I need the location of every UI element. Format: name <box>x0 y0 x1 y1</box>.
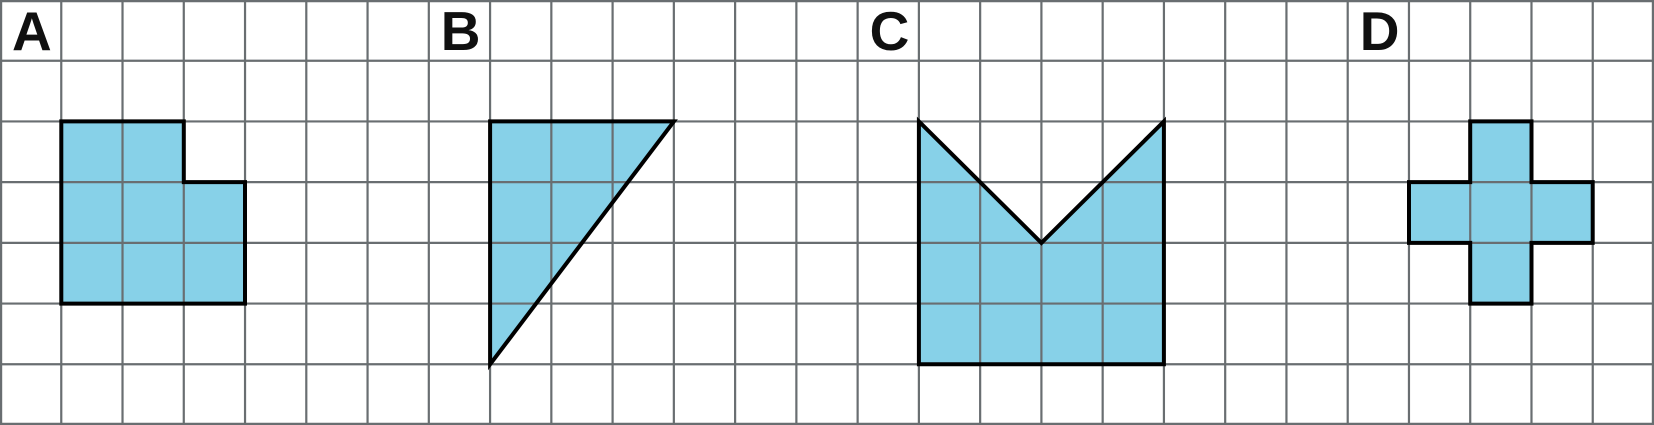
shape-D-fill <box>1409 121 1593 304</box>
shape-label-a: A <box>12 0 52 62</box>
shape-D-outline <box>1407 119 1595 306</box>
shape-outlines <box>59 116 1595 371</box>
shape-label-c: C <box>870 0 910 62</box>
shape-label-d: D <box>1360 0 1400 62</box>
shape-B-outline <box>488 119 678 371</box>
shape-A-fill <box>61 121 245 304</box>
shape-labels: A B C D <box>12 0 1399 62</box>
shape-C-outline <box>916 116 1166 367</box>
shape-A-outline <box>59 119 247 306</box>
shape-label-b: B <box>441 0 481 62</box>
